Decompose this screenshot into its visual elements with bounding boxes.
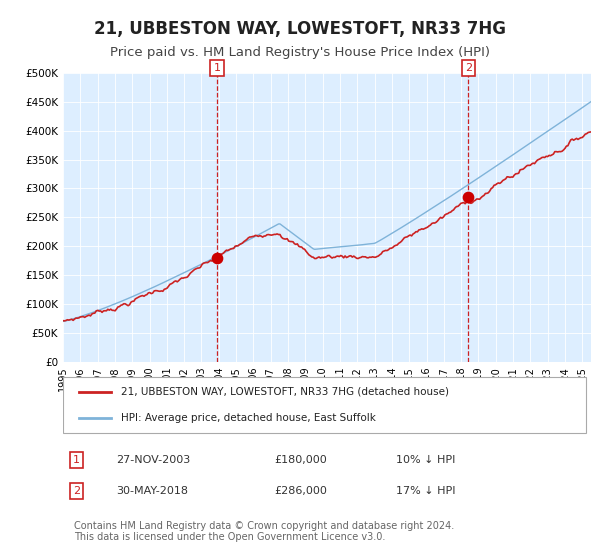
Text: 1: 1 [73,455,80,465]
Point [464,192,473,201]
Text: 10% ↓ HPI: 10% ↓ HPI [395,455,455,465]
Text: Contains HM Land Registry data © Crown copyright and database right 2024.
This d: Contains HM Land Registry data © Crown c… [74,521,454,542]
Point [212,253,222,262]
Text: Price paid vs. HM Land Registry's House Price Index (HPI): Price paid vs. HM Land Registry's House … [110,46,490,59]
Text: 17% ↓ HPI: 17% ↓ HPI [395,486,455,496]
Text: 21, UBBESTON WAY, LOWESTOFT, NR33 7HG (detached house): 21, UBBESTON WAY, LOWESTOFT, NR33 7HG (d… [121,387,449,397]
FancyBboxPatch shape [63,377,586,433]
Text: 2: 2 [465,63,472,73]
Text: £286,000: £286,000 [274,486,327,496]
Text: 30-MAY-2018: 30-MAY-2018 [116,486,188,496]
Text: £180,000: £180,000 [274,455,327,465]
Text: 21, UBBESTON WAY, LOWESTOFT, NR33 7HG: 21, UBBESTON WAY, LOWESTOFT, NR33 7HG [94,20,506,38]
Text: 27-NOV-2003: 27-NOV-2003 [116,455,190,465]
Text: 1: 1 [214,63,221,73]
Text: HPI: Average price, detached house, East Suffolk: HPI: Average price, detached house, East… [121,413,376,423]
Text: 2: 2 [73,486,80,496]
